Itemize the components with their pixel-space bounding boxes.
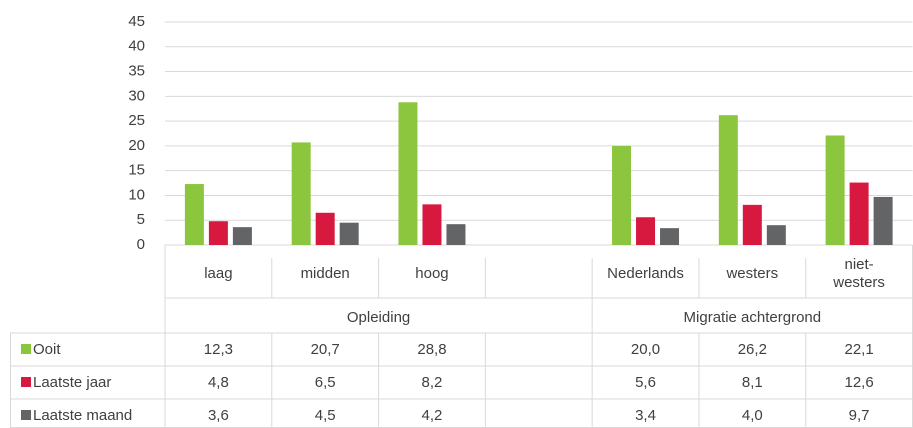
legend-label: Ooit (33, 341, 61, 358)
table-value: 8,1 (742, 374, 763, 391)
legend-swatch (21, 377, 31, 387)
bar (184, 184, 204, 245)
y-tick-label: 40 (128, 38, 145, 55)
table-value: 4,2 (422, 407, 443, 424)
table-value: 5,6 (635, 374, 656, 391)
legend-label: Laatste jaar (33, 374, 111, 391)
bar (825, 135, 845, 245)
group-label: Migratie achtergrond (684, 309, 822, 326)
y-tick-label: 35 (128, 63, 145, 80)
bar (232, 227, 252, 245)
table-value: 3,6 (208, 407, 229, 424)
bar (398, 102, 418, 245)
bar (315, 212, 335, 245)
table-value: 26,2 (738, 341, 767, 358)
legend-swatch (21, 410, 31, 420)
bar (742, 204, 762, 245)
table-value: 12,6 (845, 374, 874, 391)
bar (446, 224, 466, 245)
table-value: 22,1 (845, 341, 874, 358)
y-tick-label: 20 (128, 137, 145, 154)
table-value: 28,8 (417, 341, 446, 358)
table-value: 9,7 (849, 407, 870, 424)
y-tick-label: 45 (128, 13, 145, 30)
legend-label: Laatste maand (33, 407, 132, 424)
y-tick-label: 10 (128, 186, 145, 203)
x-tick-label: midden (300, 265, 350, 282)
y-tick-label: 5 (137, 211, 145, 228)
table-value: 4,8 (208, 374, 229, 391)
table-value: 6,5 (315, 374, 336, 391)
table-value: 12,3 (204, 341, 233, 358)
x-tick-label: hoog (415, 265, 449, 282)
table-value: 4,5 (315, 407, 336, 424)
y-tick-label: 15 (128, 162, 145, 179)
group-label: Opleiding (347, 309, 410, 326)
y-tick-label: 30 (128, 87, 145, 104)
bar (766, 225, 786, 245)
y-tick-label: 0 (137, 236, 145, 253)
x-tick-label: niet- westers (833, 256, 885, 291)
table-value: 4,0 (742, 407, 763, 424)
legend-swatch (21, 344, 31, 354)
x-tick-label: Nederlands (607, 265, 684, 282)
bar (873, 196, 893, 245)
x-tick-label: laag (204, 265, 233, 282)
bar (291, 142, 311, 245)
bar (339, 222, 359, 245)
bar (718, 115, 738, 245)
bar (660, 228, 680, 245)
bar (636, 217, 656, 245)
table-value: 8,2 (422, 374, 443, 391)
bar (612, 145, 632, 245)
bar (208, 221, 228, 245)
x-tick-label: westers (726, 265, 779, 282)
y-tick-label: 25 (128, 112, 145, 129)
table-value: 20,7 (311, 341, 340, 358)
table-value: 20,0 (631, 341, 660, 358)
table-value: 3,4 (635, 407, 656, 424)
bar (849, 182, 869, 245)
bar (422, 204, 442, 245)
